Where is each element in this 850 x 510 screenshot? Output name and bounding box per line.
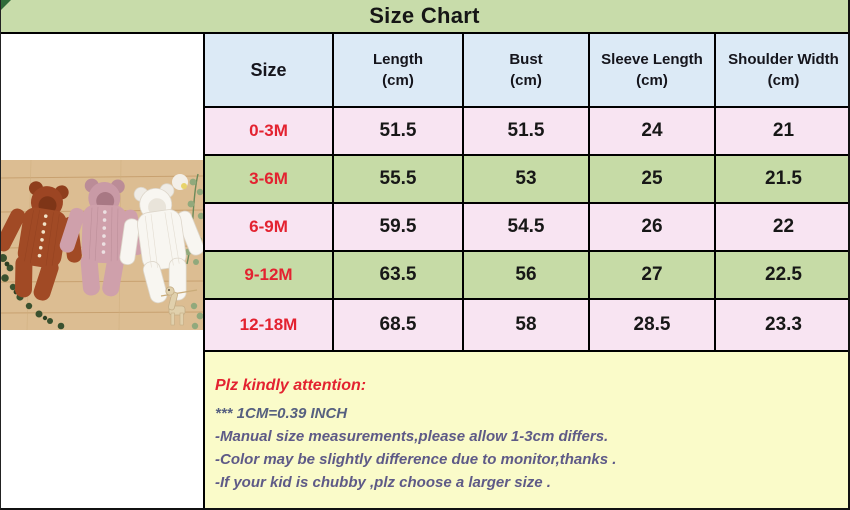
value-cell: 54.5 bbox=[462, 202, 590, 252]
right-panel: Size Length (cm) Bust (cm) Sleeve Len bbox=[203, 34, 848, 508]
flower-decoration bbox=[172, 174, 188, 190]
table-row: 6-9M 59.5 54.5 26 22 bbox=[205, 202, 848, 252]
value-cell: 68.5 bbox=[332, 298, 464, 352]
size-cell: 0-3M bbox=[205, 106, 334, 156]
size-cell: 9-12M bbox=[205, 250, 334, 300]
value-cell: 23.3 bbox=[714, 298, 848, 352]
column-header-length: Length (cm) bbox=[332, 34, 464, 108]
value-cell: 51.5 bbox=[332, 106, 464, 156]
value-cell: 59.5 bbox=[332, 202, 464, 252]
title-bar: Size Chart bbox=[1, 0, 848, 34]
header-row: Size Length (cm) Bust (cm) Sleeve Len bbox=[205, 34, 848, 108]
table-row: 12-18M 68.5 58 28.5 23.3 bbox=[205, 298, 848, 352]
value-cell: 53 bbox=[462, 154, 590, 204]
value-cell: 51.5 bbox=[462, 106, 590, 156]
notes-heading: Plz kindly attention: bbox=[215, 377, 367, 394]
giraffe-toy bbox=[160, 286, 198, 326]
size-cell: 6-9M bbox=[205, 202, 334, 252]
column-header-size: Size bbox=[205, 34, 334, 108]
value-cell: 55.5 bbox=[332, 154, 464, 204]
table-row: 3-6M 55.5 53 25 21.5 bbox=[205, 154, 848, 204]
value-cell: 63.5 bbox=[332, 250, 464, 300]
value-cell: 58 bbox=[462, 298, 590, 352]
romper-pink bbox=[59, 178, 145, 297]
value-cell: 24 bbox=[588, 106, 716, 156]
value-cell: 25 bbox=[588, 154, 716, 204]
value-cell: 22 bbox=[714, 202, 848, 252]
value-cell: 56 bbox=[462, 250, 590, 300]
page-title: Size Chart bbox=[369, 3, 480, 28]
table-row: 9-12M 63.5 56 27 22.5 bbox=[205, 250, 848, 300]
size-cell: 3-6M bbox=[205, 154, 334, 204]
product-photo bbox=[1, 159, 205, 331]
value-cell: 21 bbox=[714, 106, 848, 156]
value-cell: 28.5 bbox=[588, 298, 716, 352]
note-line-color: -Color may be slightly difference due to… bbox=[215, 451, 617, 468]
column-header-bust: Bust (cm) bbox=[462, 34, 590, 108]
value-cell: 21.5 bbox=[714, 154, 848, 204]
content: Size Length (cm) Bust (cm) Sleeve Len bbox=[1, 34, 848, 508]
size-cell: 12-18M bbox=[205, 298, 334, 352]
left-panel bbox=[1, 34, 205, 508]
value-cell: 26 bbox=[588, 202, 716, 252]
column-header-shoulder-width: Shoulder Width (cm) bbox=[714, 34, 848, 108]
note-line-measurements: -Manual size measurements,please allow 1… bbox=[215, 428, 609, 445]
romper-white bbox=[119, 183, 205, 304]
column-header-sleeve-length: Sleeve Length (cm) bbox=[588, 34, 716, 108]
notes-section: Plz kindly attention: *** 1CM=0.39 INCH … bbox=[205, 352, 848, 508]
value-cell: 22.5 bbox=[714, 250, 848, 300]
note-line-inch-conversion: *** 1CM=0.39 INCH bbox=[215, 405, 348, 422]
table-row: 0-3M 51.5 51.5 24 21 bbox=[205, 106, 848, 156]
size-table: Size Length (cm) Bust (cm) Sleeve Len bbox=[205, 34, 848, 352]
note-line-chubby: -If your kid is chubby ,plz choose a lar… bbox=[215, 474, 551, 491]
value-cell: 27 bbox=[588, 250, 716, 300]
corner-decoration bbox=[1, 0, 11, 10]
